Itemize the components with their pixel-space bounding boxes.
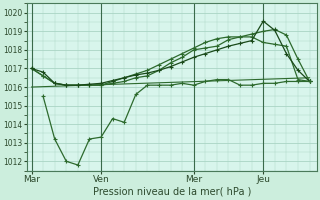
X-axis label: Pression niveau de la mer( hPa ): Pression niveau de la mer( hPa ) (92, 187, 251, 197)
